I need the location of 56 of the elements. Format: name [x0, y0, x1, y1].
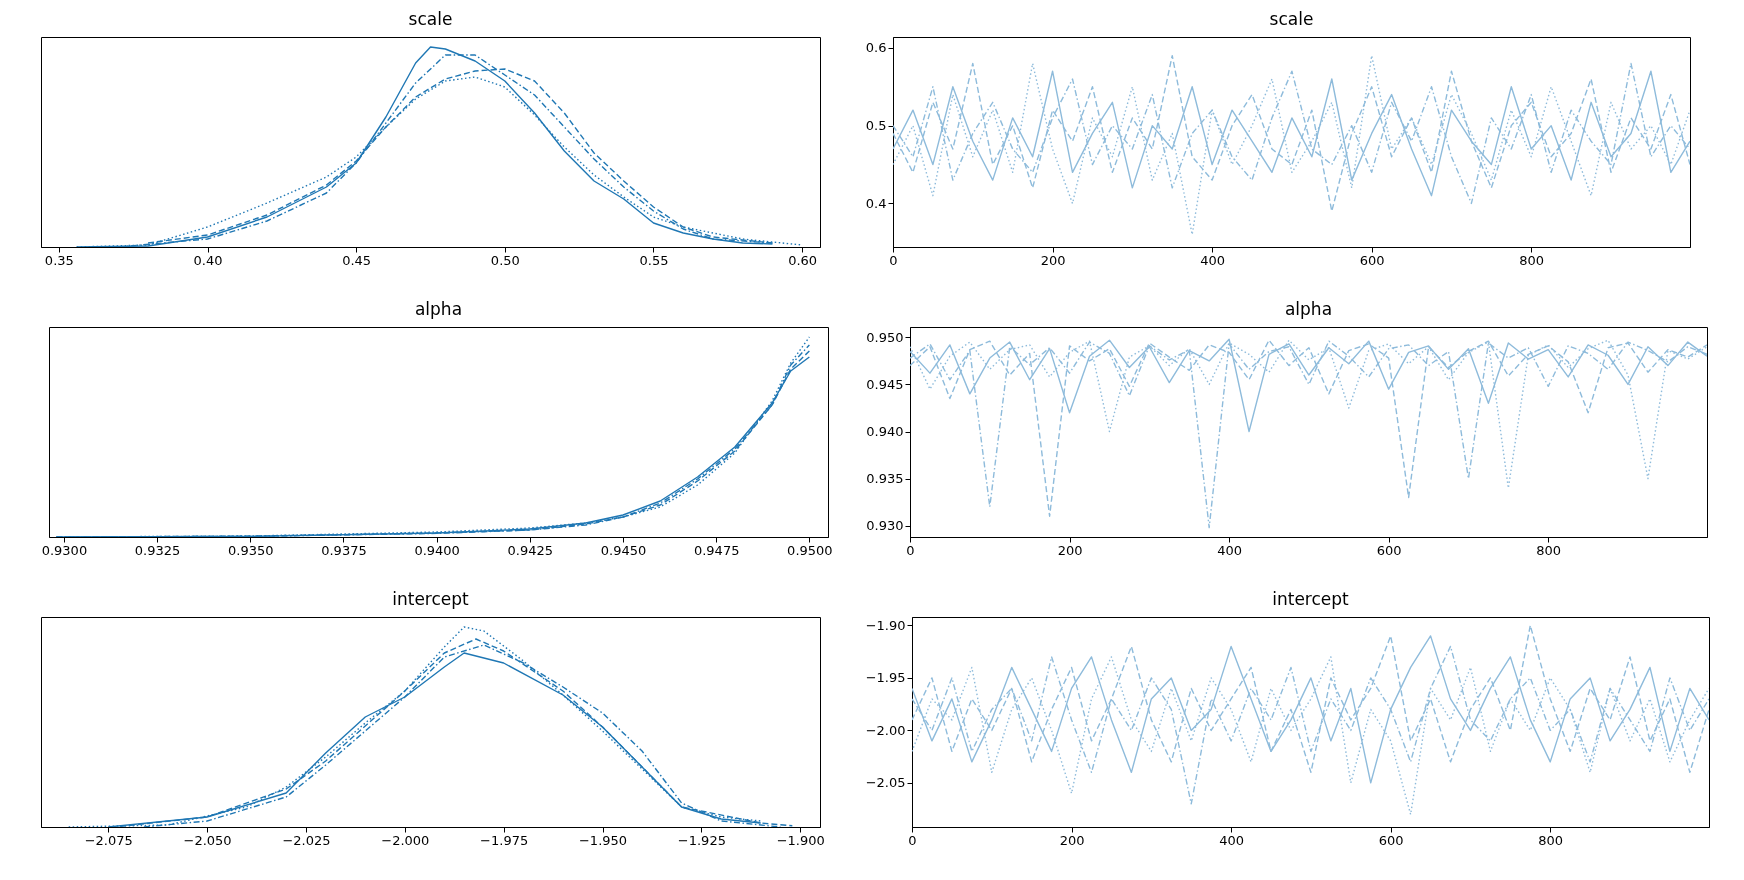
x-tick-label: 200 [1059, 832, 1085, 848]
chart-title: scale [408, 9, 453, 29]
x-tick-label: 800 [1538, 832, 1564, 848]
x-tick-label: −1.900 [776, 832, 825, 848]
x-tick-label: 400 [1200, 252, 1226, 268]
x-tick-label: 600 [1376, 542, 1402, 558]
x-tick-label: 600 [1378, 832, 1404, 848]
x-tick-label: −2.075 [84, 832, 133, 848]
x-tick-label: 0.9350 [228, 542, 274, 558]
y-tick-label: −1.90 [865, 617, 906, 633]
x-tick-label: 600 [1359, 252, 1385, 268]
x-tick-label: 0.60 [788, 252, 818, 268]
x-tick-label: 0.9500 [787, 542, 833, 558]
x-tick-label: 800 [1536, 542, 1562, 558]
chart-title: alpha [414, 299, 463, 319]
x-tick-label: 0 [908, 832, 917, 848]
x-tick-label: −2.000 [381, 832, 430, 848]
x-tick-label: 0.9450 [600, 542, 647, 558]
x-tick-label: 400 [1219, 832, 1245, 848]
y-tick-label: 0.935 [866, 471, 904, 487]
y-tick-label: −2.05 [865, 775, 906, 791]
y-tick-label: 0.945 [866, 376, 904, 392]
x-tick-label: −1.950 [578, 832, 628, 848]
x-tick-label: 0.9425 [507, 542, 554, 558]
x-tick-label: 200 [1040, 252, 1066, 268]
x-tick-label: −2.050 [183, 832, 232, 848]
x-tick-label: 0.50 [490, 252, 520, 268]
chart-title: intercept [392, 589, 470, 609]
y-tick-label: 0.930 [866, 518, 904, 534]
x-tick-label: 0.9375 [321, 542, 367, 558]
x-tick-label: 0.9300 [41, 542, 88, 558]
y-tick-label: 0.6 [865, 40, 887, 56]
y-tick-label: 0.4 [865, 195, 887, 211]
x-tick-label: 800 [1519, 252, 1545, 268]
x-tick-label: −1.925 [677, 832, 726, 848]
y-tick-label: −2.00 [865, 722, 906, 738]
x-tick-label: 0.35 [44, 252, 74, 268]
chart-title: alpha [1284, 299, 1333, 319]
x-tick-label: 200 [1057, 542, 1083, 558]
y-tick-label: 0.940 [866, 424, 904, 440]
y-tick-label: 0.950 [866, 329, 904, 345]
y-tick-label: −1.95 [865, 670, 906, 686]
x-tick-label: 0.9400 [414, 542, 460, 558]
x-tick-label: 0.9475 [693, 542, 740, 558]
x-tick-label: 400 [1217, 542, 1243, 558]
x-tick-label: 0.40 [193, 252, 223, 268]
x-tick-label: 0 [889, 252, 898, 268]
chart-title: intercept [1272, 589, 1350, 609]
x-tick-label: 0 [906, 542, 915, 558]
x-tick-label: 0.9325 [134, 542, 181, 558]
x-tick-label: 0.45 [342, 252, 372, 268]
chart-title: scale [1269, 9, 1314, 29]
y-tick-label: 0.5 [865, 118, 887, 134]
x-tick-label: −2.025 [282, 832, 331, 848]
x-tick-label: 0.55 [639, 252, 669, 268]
x-tick-label: −1.975 [480, 832, 529, 848]
